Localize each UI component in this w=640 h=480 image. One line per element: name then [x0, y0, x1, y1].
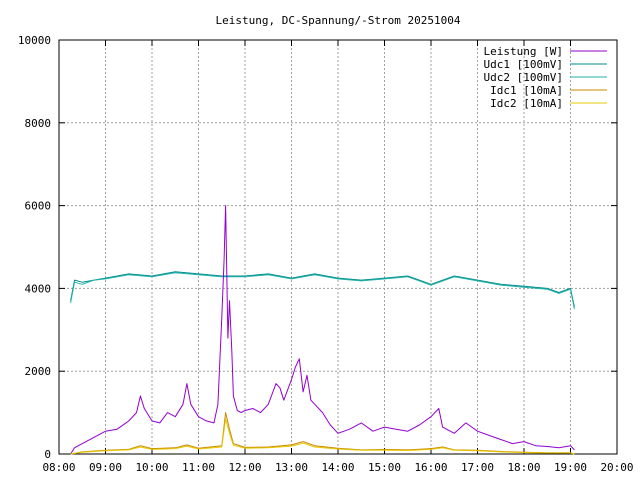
- chart-title: Leistung, DC-Spannung/-Strom 20251004: [215, 14, 460, 27]
- series-line-udc1: [70, 271, 575, 308]
- y-tick-label: 10000: [18, 34, 51, 47]
- axis-layer: 08:00 09:00 10:00 11:00 12:00 13:00 14:00 15:00…: [18, 34, 634, 474]
- y-tick-label: 4000: [25, 282, 52, 295]
- x-tick-label: 09:00: [89, 461, 122, 474]
- x-tick-label: 15:00: [368, 461, 401, 474]
- x-tick-label: 18:00: [507, 461, 540, 474]
- legend-label: Udc2 [100mV]: [484, 71, 563, 84]
- series-line-leistung: [70, 205, 575, 455]
- x-tick-label: 16:00: [414, 461, 447, 474]
- legend-label: Udc1 [100mV]: [484, 58, 563, 71]
- x-tick-label: 12:00: [228, 461, 261, 474]
- legend-label: Idc2 [10mA]: [490, 97, 563, 110]
- x-tick-label: 10:00: [135, 461, 168, 474]
- series-line-idc2: [70, 418, 575, 455]
- x-tick-label: 14:00: [321, 461, 354, 474]
- grid-layer: [59, 40, 617, 454]
- legend-label: Idc1 [10mA]: [490, 84, 563, 97]
- x-tick-label: 08:00: [42, 461, 75, 474]
- y-tick-label: 2000: [25, 365, 52, 378]
- legend-label: Leistung [W]: [484, 45, 563, 58]
- series-line-udc2: [70, 272, 575, 310]
- x-tick-label: 11:00: [182, 461, 215, 474]
- x-tick-label: 19:00: [554, 461, 587, 474]
- legend: Leistung [W]Udc1 [100mV]Udc2 [100mV]Idc1…: [484, 45, 607, 110]
- y-tick-label: 8000: [25, 117, 52, 130]
- x-tick-label: 20:00: [600, 461, 633, 474]
- y-tick-label: 0: [44, 448, 51, 461]
- series-layer: [70, 205, 575, 455]
- x-tick-label: 13:00: [275, 461, 308, 474]
- x-tick-label: 17:00: [461, 461, 494, 474]
- y-tick-label: 6000: [25, 200, 52, 213]
